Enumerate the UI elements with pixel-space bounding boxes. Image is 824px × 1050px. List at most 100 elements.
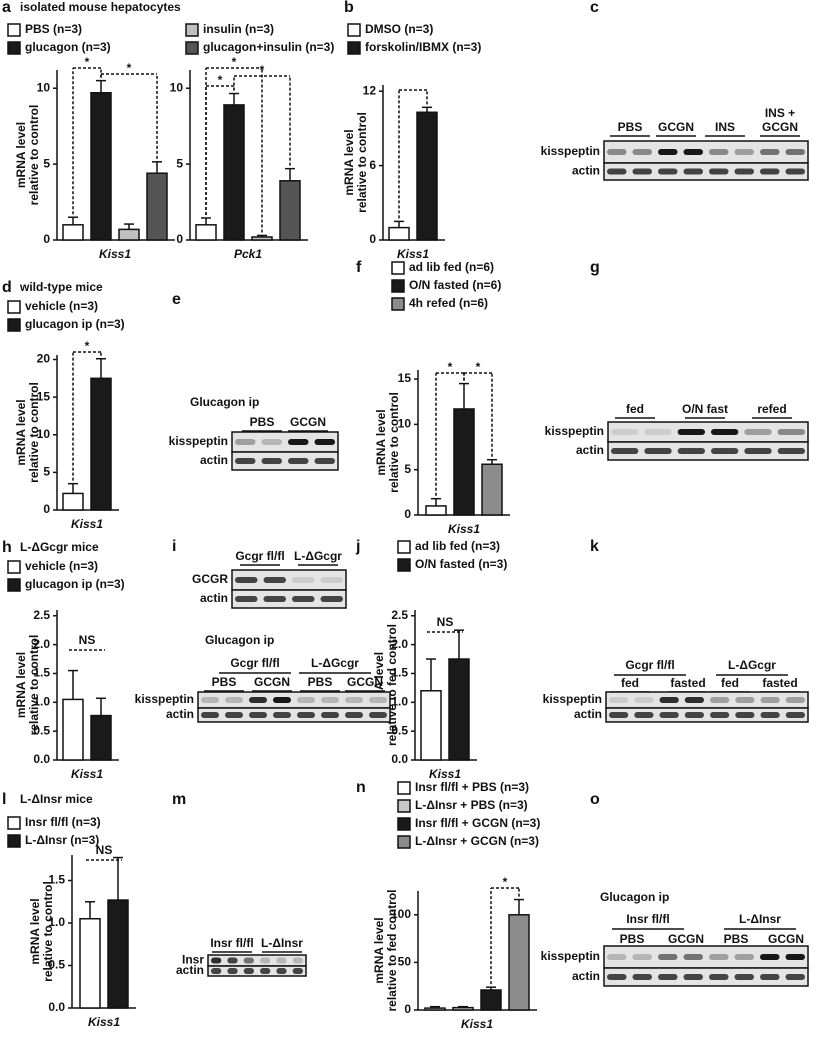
y-tick-label: 15 [398, 371, 412, 385]
blot-band [314, 458, 335, 464]
blot-strip [603, 162, 809, 181]
blot-band [760, 954, 780, 960]
blot-band [263, 596, 286, 602]
bar [480, 989, 502, 1011]
group-label: PBS [250, 415, 275, 429]
y-tick-label: 10 [37, 80, 51, 94]
legend-label: L-ΔInsr (n=3) [25, 833, 99, 847]
blot-band [320, 577, 343, 583]
blot-band [734, 954, 754, 960]
blot-band [263, 577, 286, 583]
blot-band [260, 957, 271, 964]
group-label: O/N fast [682, 402, 728, 416]
genotype-label: Insr fl/fl [626, 912, 669, 926]
bar [453, 408, 475, 516]
y-tick-label: 5 [404, 462, 411, 476]
blot-band [634, 697, 654, 703]
legend-swatch [7, 300, 21, 314]
bar [90, 714, 112, 761]
blot-band [760, 712, 780, 718]
legend-swatch [347, 41, 361, 55]
blot-band [227, 957, 238, 964]
y-axis-label: mRNA level [28, 898, 42, 964]
genotype-label: L-ΔGcgr [728, 658, 776, 672]
legend-label: forskolin/IBMX (n=3) [365, 40, 481, 54]
blot-band [760, 149, 780, 155]
blot-band [243, 957, 254, 964]
blot-band [611, 429, 639, 435]
legend-swatch [397, 781, 411, 795]
group-label: refed [757, 402, 786, 416]
y-tick-label: 0.5 [33, 723, 50, 737]
bar [90, 377, 112, 511]
blot-band [785, 974, 805, 980]
blot-band [644, 448, 672, 454]
y-axis-label: mRNA level [374, 409, 388, 475]
row-label: actin [572, 164, 600, 178]
blot-band [292, 957, 303, 964]
blot-band [785, 149, 805, 155]
legend-swatch [7, 560, 21, 574]
row-label: actin [572, 969, 600, 983]
genotype-label: L-ΔGcgr [311, 656, 359, 670]
row-label: kisspeptin [541, 144, 600, 158]
blot-band [276, 968, 287, 974]
bar [223, 104, 245, 241]
category-label: Kiss1 [429, 767, 461, 781]
legend-label: vehicle (n=3) [25, 299, 98, 313]
row-label: kisspeptin [543, 692, 602, 706]
blot-band [734, 974, 754, 980]
blot-band [288, 439, 309, 445]
y-tick-label: 1.0 [33, 694, 50, 708]
bar [424, 1007, 446, 1011]
category-label: Kiss1 [71, 517, 103, 531]
panel-letter: h [2, 539, 12, 556]
blot-title: Glucagon ip [205, 633, 274, 647]
panel-title: L-ΔGcgr mice [20, 540, 99, 554]
bar [425, 505, 447, 516]
group-label: fed [621, 676, 639, 690]
legend-swatch [7, 318, 21, 332]
legend-swatch [185, 23, 199, 37]
panel-title: isolated mouse hepatocytes [20, 0, 181, 14]
significance-label: * [503, 875, 508, 889]
y-tick-label: 6 [369, 158, 376, 172]
y-tick-label: 2.0 [391, 637, 408, 651]
y-axis-label: mRNA level [14, 652, 28, 718]
group-label: GCGN [658, 120, 694, 134]
blot-band [321, 712, 339, 718]
bar [481, 463, 503, 516]
row-label: kisspeptin [135, 692, 194, 706]
blot-band [677, 448, 705, 454]
panel-title: wild-type mice [19, 280, 103, 294]
blot-band [659, 697, 679, 703]
group-label: GCGN [347, 675, 383, 689]
category-label: Kiss1 [71, 767, 103, 781]
blot-band [709, 168, 729, 175]
blot-band [632, 149, 652, 155]
row-label: Insr [182, 953, 204, 967]
legend-label: glucagon+insulin (n=3) [203, 40, 334, 54]
blot-title: Glucagon ip [600, 890, 669, 904]
blot-band [314, 439, 335, 445]
blot-band [321, 697, 339, 703]
legend-swatch [397, 817, 411, 831]
blot-band [273, 712, 291, 718]
legend-label: Insr fl/fl + GCGN (n=3) [415, 816, 540, 830]
y-tick-label: 1.5 [391, 666, 408, 680]
blot-title: Glucagon ip [190, 395, 259, 409]
blot-band [632, 168, 652, 175]
panel-letter: j [355, 538, 360, 555]
blot-band [683, 168, 703, 175]
panel-letter: g [590, 259, 600, 276]
blot-band [345, 712, 363, 718]
panel-letter: a [2, 0, 11, 16]
significance-label: * [232, 55, 237, 69]
bar [118, 228, 140, 241]
bar [416, 111, 438, 241]
y-tick-label: 0 [404, 1002, 411, 1016]
panel-letter: e [172, 291, 181, 308]
blot-band [710, 697, 730, 703]
y-tick-label: 0 [43, 232, 50, 246]
genotype-label: L-ΔInsr [739, 912, 781, 926]
